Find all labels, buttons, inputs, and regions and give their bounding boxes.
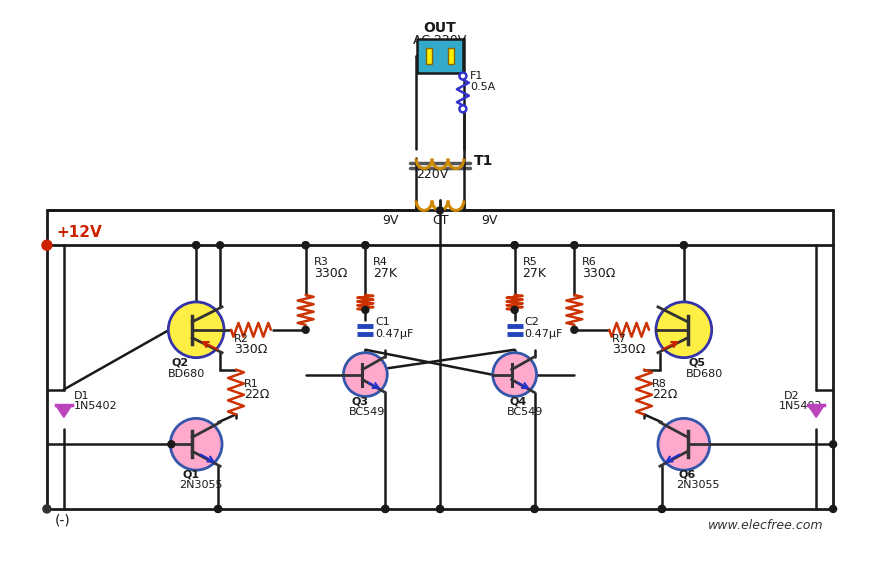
Text: 9V: 9V (382, 214, 399, 227)
Circle shape (571, 242, 578, 249)
Circle shape (382, 505, 389, 513)
Text: 0.47μF: 0.47μF (375, 329, 414, 339)
Text: R3: R3 (313, 257, 328, 267)
Circle shape (658, 505, 665, 513)
Bar (426, 48, 432, 64)
Text: Q6: Q6 (678, 469, 696, 479)
Circle shape (382, 505, 389, 513)
Text: R7: R7 (612, 334, 627, 344)
Circle shape (43, 505, 51, 513)
Circle shape (658, 418, 709, 470)
Text: +12V: +12V (57, 225, 103, 240)
Text: R1: R1 (244, 379, 259, 388)
Text: BC549: BC549 (348, 407, 385, 417)
FancyBboxPatch shape (417, 39, 463, 73)
Circle shape (571, 242, 578, 249)
Text: 0.47μF: 0.47μF (524, 329, 563, 339)
Circle shape (658, 505, 665, 513)
Text: 330Ω: 330Ω (234, 343, 268, 355)
Text: OUT: OUT (423, 21, 457, 35)
Text: 1N5402: 1N5402 (779, 401, 822, 412)
Circle shape (343, 353, 387, 397)
Text: R6: R6 (583, 257, 597, 267)
Text: Q4: Q4 (510, 397, 527, 406)
Circle shape (511, 306, 518, 313)
Circle shape (656, 302, 712, 358)
Text: BD680: BD680 (686, 369, 723, 379)
Text: 22Ω: 22Ω (652, 388, 678, 402)
Circle shape (680, 242, 687, 249)
Circle shape (43, 242, 50, 249)
Circle shape (571, 327, 578, 334)
Text: (-): (-) (55, 514, 70, 528)
Circle shape (493, 353, 537, 397)
Circle shape (436, 505, 444, 513)
Text: F1: F1 (470, 71, 483, 81)
Text: 22Ω: 22Ω (244, 388, 269, 402)
Circle shape (215, 505, 222, 513)
Circle shape (193, 242, 200, 249)
Bar (448, 48, 454, 64)
Circle shape (362, 306, 369, 313)
Circle shape (830, 505, 837, 513)
Circle shape (531, 505, 538, 513)
Circle shape (42, 240, 52, 250)
Text: Q3: Q3 (351, 397, 369, 406)
Circle shape (193, 242, 200, 249)
Polygon shape (808, 405, 825, 417)
Circle shape (511, 242, 518, 249)
Circle shape (830, 441, 837, 448)
Text: 330Ω: 330Ω (583, 267, 616, 280)
Text: 330Ω: 330Ω (612, 343, 646, 355)
Text: C2: C2 (524, 317, 539, 327)
Circle shape (511, 242, 518, 249)
Text: 220V: 220V (416, 168, 448, 180)
Circle shape (168, 302, 224, 358)
Text: Q5: Q5 (689, 358, 706, 368)
Circle shape (436, 207, 444, 214)
Text: CT: CT (432, 214, 448, 227)
Circle shape (362, 242, 369, 249)
Circle shape (680, 242, 687, 249)
Text: Q1: Q1 (182, 469, 200, 479)
Circle shape (171, 418, 222, 470)
Circle shape (302, 327, 309, 334)
Text: 27K: 27K (373, 267, 398, 280)
Circle shape (168, 441, 175, 448)
Circle shape (436, 505, 444, 513)
Text: R5: R5 (523, 257, 538, 267)
Text: 0.5A: 0.5A (470, 82, 495, 92)
Text: 27K: 27K (523, 267, 546, 280)
Text: 9V: 9V (481, 214, 498, 227)
Circle shape (215, 505, 222, 513)
Text: C1: C1 (375, 317, 390, 327)
Text: D1: D1 (74, 391, 89, 402)
Circle shape (302, 242, 309, 249)
Text: 1N5402: 1N5402 (74, 401, 117, 412)
Circle shape (459, 105, 466, 112)
Circle shape (216, 242, 224, 249)
Circle shape (459, 73, 466, 80)
Text: BC549: BC549 (507, 407, 543, 417)
Text: www.elecfree.com: www.elecfree.com (708, 519, 823, 532)
Circle shape (43, 505, 50, 513)
Text: 2N3055: 2N3055 (180, 480, 223, 490)
Text: AC 220V: AC 220V (414, 34, 466, 47)
Text: BD680: BD680 (168, 369, 206, 379)
Polygon shape (55, 405, 72, 417)
Circle shape (531, 505, 538, 513)
Text: T1: T1 (473, 154, 493, 168)
Text: Q2: Q2 (172, 358, 188, 368)
Circle shape (362, 242, 369, 249)
Text: R4: R4 (373, 257, 388, 267)
Text: 2N3055: 2N3055 (676, 480, 719, 490)
Text: D2: D2 (784, 391, 800, 402)
Circle shape (302, 242, 309, 249)
Text: 330Ω: 330Ω (313, 267, 347, 280)
Text: R2: R2 (234, 334, 249, 344)
Text: R8: R8 (652, 379, 667, 388)
